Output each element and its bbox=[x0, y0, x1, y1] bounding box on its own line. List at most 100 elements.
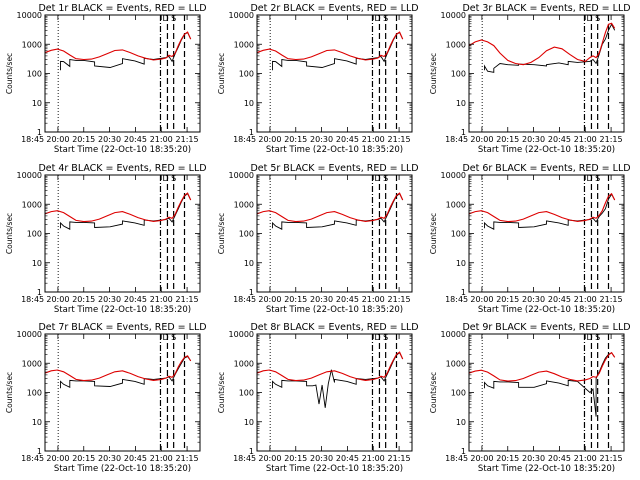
marker-label: D S bbox=[162, 333, 176, 342]
plot-frame bbox=[256, 174, 413, 293]
marker-label: D S bbox=[374, 333, 388, 342]
y-tick-label: 10000 bbox=[17, 11, 42, 20]
x-tick-label: 20:30 bbox=[522, 295, 545, 304]
plot-frame bbox=[468, 174, 625, 293]
x-tick-label: 20:30 bbox=[310, 295, 333, 304]
x-tick-label: 20:00 bbox=[470, 135, 493, 144]
x-axis-label: Start Time (22-Oct-10 18:35:20) bbox=[54, 305, 191, 315]
y-axis-label: Counts/sec bbox=[429, 213, 438, 254]
y-tick-label: 10 bbox=[456, 259, 466, 268]
x-tick-label: 21:15 bbox=[176, 295, 199, 304]
plot-frame bbox=[44, 14, 201, 133]
series-events bbox=[272, 352, 404, 408]
y-tick-label: 1000 bbox=[234, 200, 254, 209]
marker-label: D S bbox=[374, 14, 388, 23]
x-tick-label: 21:00 bbox=[362, 454, 385, 463]
plot-frame bbox=[256, 14, 413, 133]
series-events bbox=[60, 31, 192, 71]
x-tick-label: 20:45 bbox=[124, 135, 147, 144]
x-tick-label: 20:00 bbox=[470, 295, 493, 304]
x-tick-label: 18:45 bbox=[21, 295, 44, 304]
x-tick-label: 20:00 bbox=[46, 295, 69, 304]
x-tick-label: 20:45 bbox=[124, 295, 147, 304]
marker-label: D S bbox=[586, 14, 600, 23]
x-tick-label: 21:00 bbox=[362, 295, 385, 304]
x-tick-label: 18:45 bbox=[233, 454, 256, 463]
y-axis-label: Counts/sec bbox=[429, 53, 438, 94]
marker-label: D S bbox=[586, 333, 600, 342]
plot-frame bbox=[44, 174, 201, 293]
x-tick-label: 21:00 bbox=[150, 454, 173, 463]
plot-frame bbox=[44, 333, 201, 452]
x-tick-label: 21:15 bbox=[388, 135, 411, 144]
x-tick-label: 20:30 bbox=[98, 135, 121, 144]
series-events bbox=[484, 352, 616, 417]
x-axis-label: Start Time (22-Oct-10 18:35:20) bbox=[54, 145, 191, 155]
x-tick-label: 20:00 bbox=[258, 135, 281, 144]
marker-label: D S bbox=[162, 174, 176, 183]
y-axis-label: Counts/sec bbox=[5, 53, 14, 94]
y-tick-label: 1000 bbox=[446, 40, 466, 49]
y-axis-label: Counts/sec bbox=[5, 213, 14, 254]
y-axis-label: Counts/sec bbox=[429, 372, 438, 413]
y-tick-label: 1000 bbox=[22, 359, 42, 368]
y-tick-label: 100 bbox=[239, 230, 254, 239]
series-events bbox=[272, 193, 404, 230]
x-axis-label: Start Time (22-Oct-10 18:35:20) bbox=[266, 464, 403, 474]
y-tick-label: 100 bbox=[239, 389, 254, 398]
y-tick-label: 1 bbox=[249, 128, 254, 137]
series-lld bbox=[257, 351, 404, 382]
panel-title: Det 2r BLACK = Events, RED = LLD bbox=[250, 3, 418, 14]
x-tick-label: 20:15 bbox=[284, 295, 307, 304]
series-lld bbox=[469, 192, 616, 223]
panel-title: Det 4r BLACK = Events, RED = LLD bbox=[38, 163, 206, 174]
x-tick-label: 20:15 bbox=[496, 295, 519, 304]
y-tick-label: 10 bbox=[244, 418, 254, 427]
y-tick-label: 100 bbox=[451, 230, 466, 239]
x-tick-label: 21:00 bbox=[574, 135, 597, 144]
x-tick-label: 21:00 bbox=[150, 135, 173, 144]
y-tick-label: 100 bbox=[27, 230, 42, 239]
x-tick-label: 21:15 bbox=[600, 454, 623, 463]
series-events bbox=[484, 193, 616, 230]
x-tick-label: 21:15 bbox=[600, 295, 623, 304]
series-events bbox=[272, 31, 404, 71]
series-lld bbox=[469, 22, 616, 66]
series-lld bbox=[45, 31, 192, 61]
y-tick-label: 1000 bbox=[234, 359, 254, 368]
y-tick-label: 1 bbox=[37, 288, 42, 297]
x-tick-label: 18:45 bbox=[445, 454, 468, 463]
x-tick-label: 20:00 bbox=[46, 135, 69, 144]
x-tick-label: 20:15 bbox=[496, 135, 519, 144]
x-tick-label: 21:15 bbox=[176, 135, 199, 144]
series-lld bbox=[257, 31, 404, 61]
series-lld bbox=[45, 192, 192, 223]
panel-title: Det 9r BLACK = Events, RED = LLD bbox=[462, 322, 630, 333]
x-axis-label: Start Time (22-Oct-10 18:35:20) bbox=[54, 464, 191, 474]
marker-label: D S bbox=[374, 174, 388, 183]
x-tick-label: 20:45 bbox=[336, 295, 359, 304]
y-tick-label: 10 bbox=[32, 418, 42, 427]
marker-label: D S bbox=[162, 14, 176, 23]
series-lld bbox=[45, 355, 192, 382]
x-tick-label: 20:45 bbox=[548, 454, 571, 463]
y-tick-label: 100 bbox=[451, 70, 466, 79]
series-lld bbox=[257, 192, 404, 223]
x-tick-label: 20:45 bbox=[548, 135, 571, 144]
y-tick-label: 1000 bbox=[234, 40, 254, 49]
y-tick-label: 1 bbox=[461, 128, 466, 137]
y-tick-label: 10000 bbox=[229, 330, 254, 339]
x-tick-label: 20:30 bbox=[310, 135, 333, 144]
y-axis-label: Counts/sec bbox=[217, 213, 226, 254]
y-tick-label: 10 bbox=[244, 99, 254, 108]
y-tick-label: 1000 bbox=[446, 200, 466, 209]
plot-frame bbox=[468, 333, 625, 452]
x-tick-label: 20:45 bbox=[548, 295, 571, 304]
x-tick-label: 18:45 bbox=[21, 454, 44, 463]
y-tick-label: 100 bbox=[451, 389, 466, 398]
